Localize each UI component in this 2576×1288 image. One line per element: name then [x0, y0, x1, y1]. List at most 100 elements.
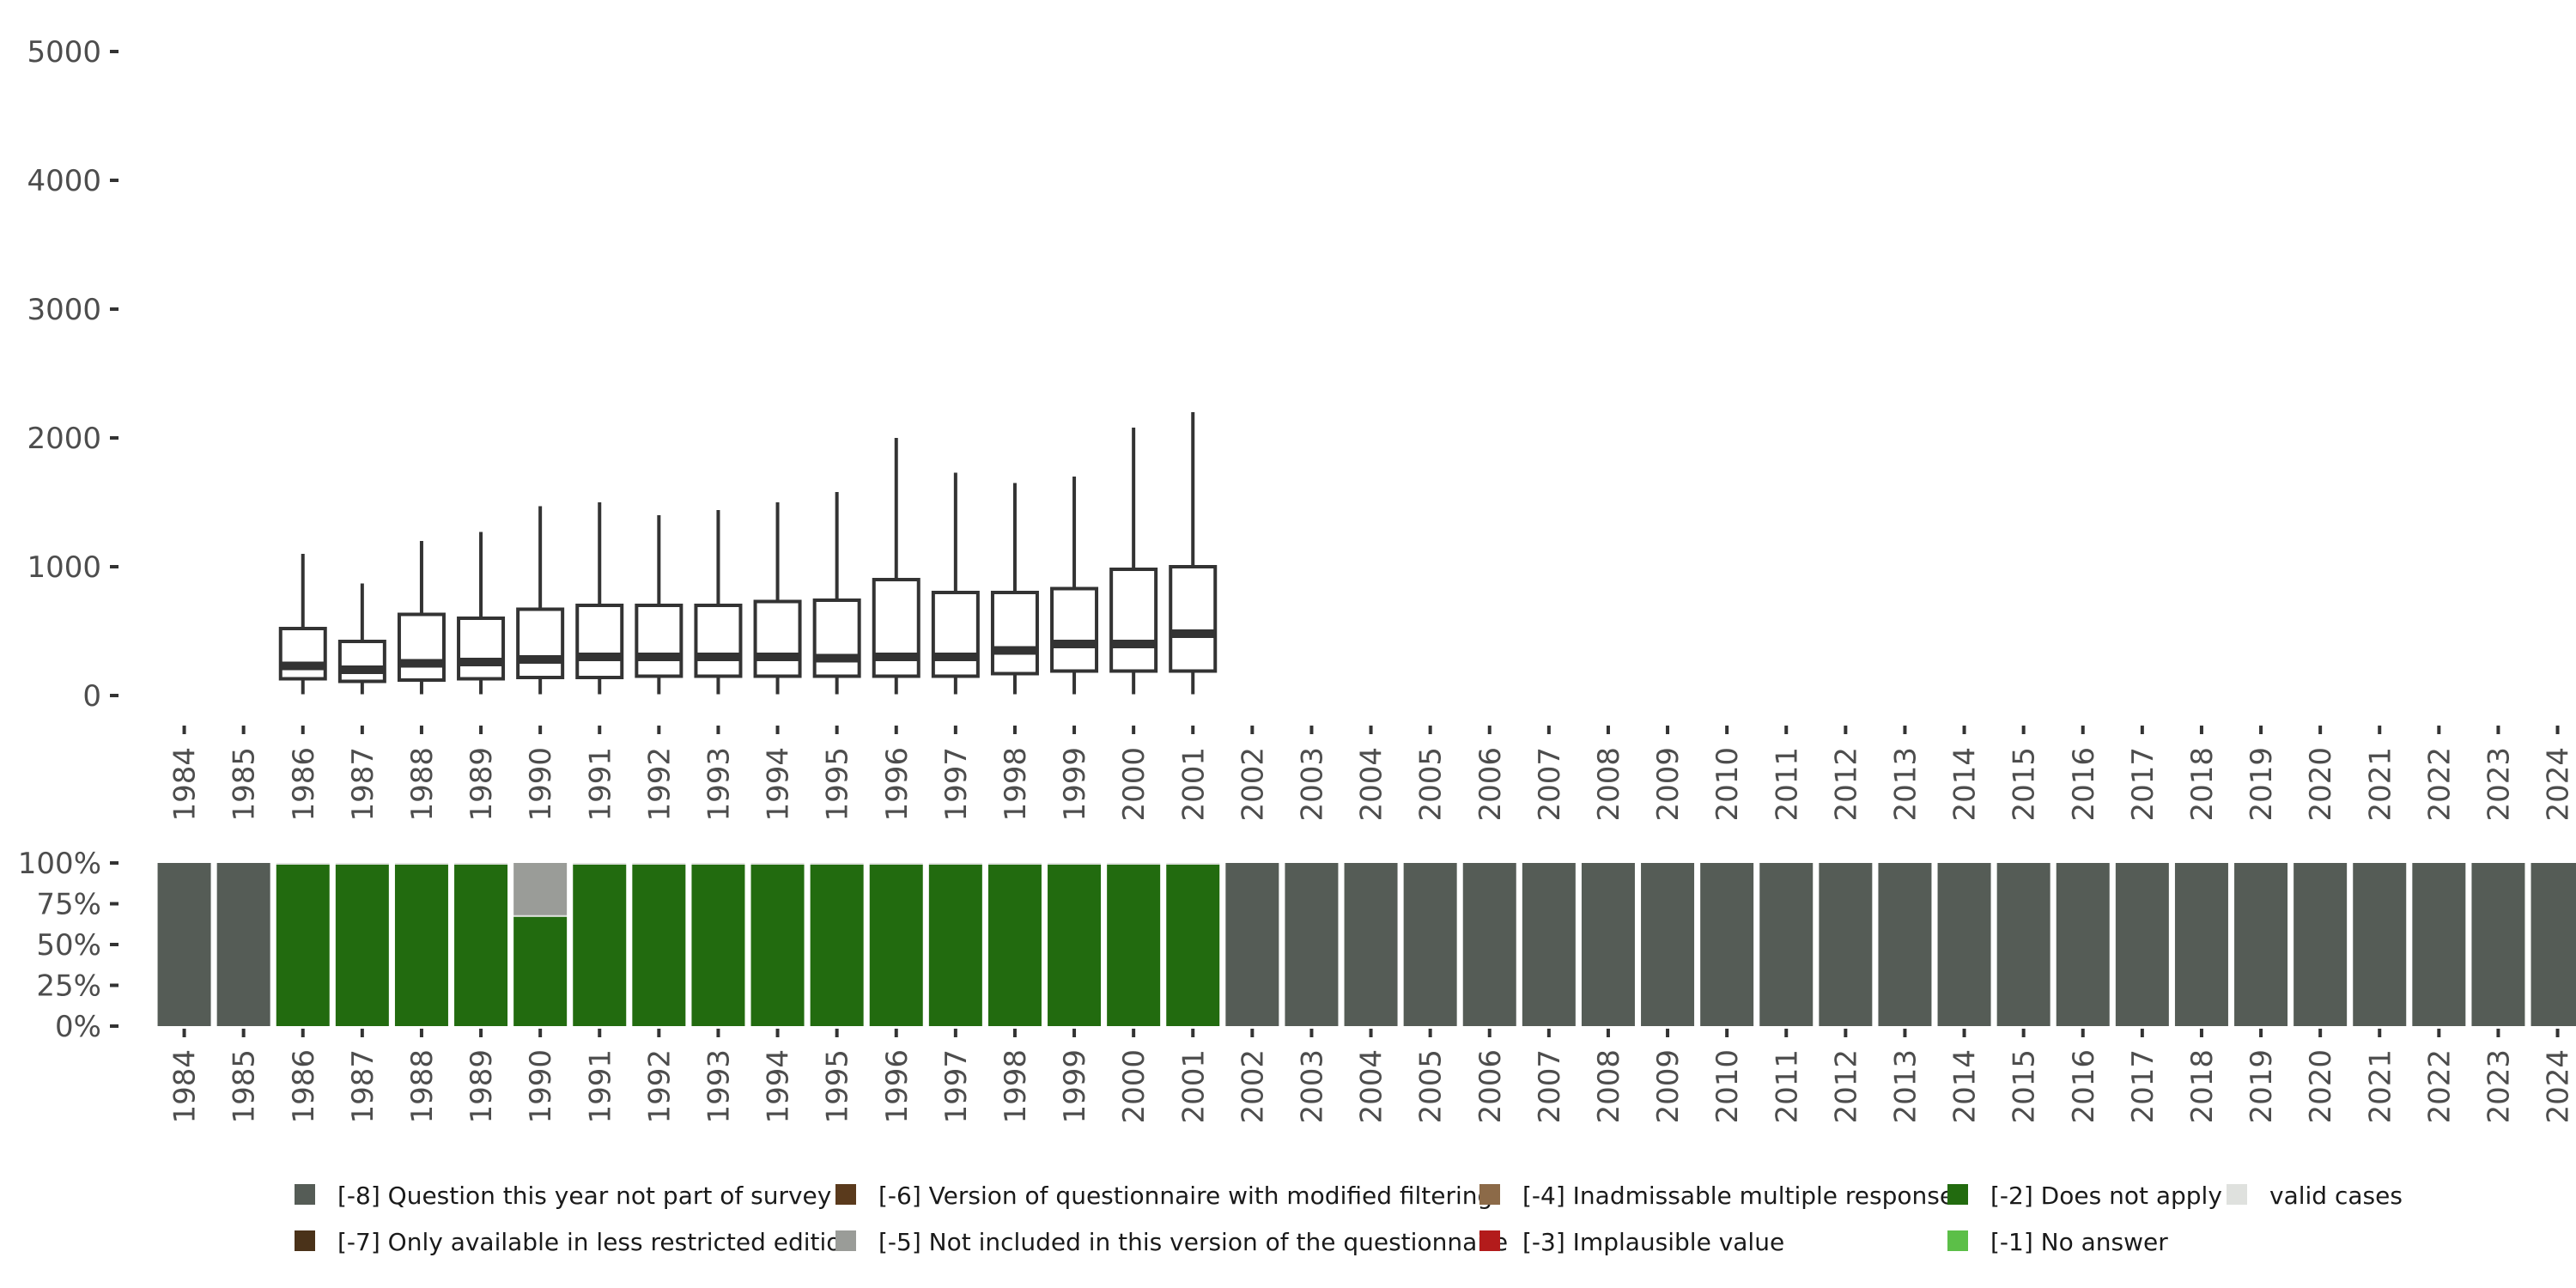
y-tick-label: 75% — [36, 888, 101, 922]
x-tick-label: 1999 — [1058, 1049, 1092, 1124]
x-tick-label: 2024 — [2542, 747, 2576, 822]
bar-2014--8-question-this-year-not-part-of-survey — [1937, 863, 1991, 1026]
bar-2010--8-question-this-year-not-part-of-survey — [1700, 863, 1754, 1026]
x-tick-label: 2023 — [2482, 747, 2516, 822]
x-tick-label: 1988 — [405, 1049, 440, 1124]
legend-label: [-5] Not included in this version of the… — [878, 1228, 1508, 1256]
bar-1987--2-does-not-apply — [335, 864, 389, 1026]
bar-2009--8-question-this-year-not-part-of-survey — [1641, 863, 1695, 1026]
box-body — [635, 604, 683, 678]
x-tick-label: 2010 — [1710, 747, 1745, 822]
x-tick-label: 2005 — [1414, 1049, 1449, 1124]
legend-label: [-1] No answer — [1990, 1228, 2168, 1256]
bar-1988--2-does-not-apply — [394, 864, 448, 1026]
x-tick-label: 2013 — [1888, 747, 1923, 822]
x-tick-label: 1989 — [465, 1049, 499, 1124]
x-tick-label: 2016 — [2067, 1049, 2101, 1124]
bar-2000-valid-cases — [1107, 863, 1161, 865]
x-tick-label: 2008 — [1592, 747, 1626, 822]
x-tick-label: 1985 — [228, 747, 262, 822]
x-tick-label: 1987 — [346, 1049, 380, 1124]
bar-1985--8-question-this-year-not-part-of-survey — [216, 863, 270, 1026]
box-body — [1050, 586, 1099, 673]
x-tick-label: 2012 — [1829, 747, 1863, 822]
y-tick-label: 4000 — [27, 164, 101, 198]
legend-label: valid cases — [2269, 1182, 2403, 1210]
bar-1993-valid-cases — [691, 863, 745, 865]
bar-2004--8-question-this-year-not-part-of-survey — [1344, 863, 1398, 1026]
x-tick-label: 1991 — [583, 1049, 617, 1124]
x-tick-label: 2008 — [1592, 1049, 1626, 1124]
x-tick-label: 1990 — [524, 747, 558, 822]
x-tick-label: 1997 — [939, 747, 974, 822]
x-tick-label: 2015 — [2008, 747, 2042, 822]
x-tick-label: 2009 — [1651, 1049, 1686, 1124]
legend-label: [-6] Version of questionnaire with modif… — [878, 1182, 1492, 1210]
legend-item: [-1] No answer — [1947, 1228, 2168, 1256]
box-1998 — [990, 483, 1039, 695]
bar-2007--8-question-this-year-not-part-of-survey — [1522, 863, 1576, 1026]
boxplot-panel: 0 1000 2000 3000 4000 5000 — [27, 35, 1218, 714]
box-body — [872, 578, 920, 678]
x-tick-label: 2005 — [1414, 747, 1449, 822]
bar-1986-valid-cases — [276, 863, 330, 865]
box-1992 — [635, 515, 683, 695]
legend-swatch — [2227, 1184, 2247, 1205]
x-tick-label: 1986 — [287, 1049, 321, 1124]
x-tick-label: 2012 — [1829, 1049, 1863, 1124]
x-tick-label: 2022 — [2422, 747, 2457, 822]
x-tick-label: 2020 — [2304, 747, 2338, 822]
legend-item: [-5] Not included in this version of the… — [835, 1228, 1508, 1256]
legend-item: [-2] Does not apply — [1947, 1182, 2222, 1210]
x-tick-label: 2004 — [1355, 747, 1389, 822]
x-tick-label: 1992 — [642, 747, 677, 822]
bar-2001--2-does-not-apply — [1166, 864, 1220, 1026]
x-tick-label: 2021 — [2363, 1049, 2397, 1124]
x-tick-label: 2011 — [1770, 1049, 1804, 1124]
x-tick-label: 2020 — [2304, 1049, 2338, 1124]
bar-1988-valid-cases — [394, 863, 448, 865]
x-tick-label: 2022 — [2422, 1049, 2457, 1124]
box-body — [337, 640, 386, 683]
box-2000 — [1109, 428, 1158, 695]
x-tick-label: 1994 — [762, 747, 796, 822]
x-tick-label: 2018 — [2185, 1049, 2220, 1124]
x-tick-label: 1998 — [999, 1049, 1033, 1124]
x-tick-label: 2009 — [1651, 747, 1686, 822]
box-body — [1169, 565, 1218, 673]
box-body — [1109, 568, 1158, 673]
x-tick-label: 1996 — [880, 747, 914, 822]
bar-1990--2-does-not-apply — [513, 916, 568, 1026]
x-tick-label: 2003 — [1295, 1049, 1329, 1124]
box-1997 — [931, 472, 980, 695]
y-tick-label: 1000 — [27, 550, 101, 585]
x-tick-label: 1986 — [287, 747, 321, 822]
box-body — [753, 599, 802, 678]
stacked-bar-x-axis: 1984 1985 1986 1987 1988 1989 1990 1991 1992 1993… — [168, 1029, 2576, 1124]
x-tick-label: 2023 — [2482, 1049, 2516, 1124]
bar-1997--2-does-not-apply — [928, 864, 982, 1026]
box-1988 — [397, 541, 446, 695]
x-tick-label: 2006 — [1473, 1049, 1508, 1124]
x-tick-label: 1996 — [880, 1049, 914, 1124]
y-tick-label: 100% — [18, 847, 101, 881]
x-tick-label: 1984 — [168, 747, 203, 822]
x-tick-label: 2004 — [1355, 1049, 1389, 1124]
x-tick-label: 2007 — [1533, 1049, 1567, 1124]
legend-label: [-3] Implausible value — [1522, 1228, 1784, 1256]
stacked-bar-panel: 0% 25% 50% 75% 100% — [18, 847, 2576, 1044]
x-tick-label: 2024 — [2542, 1049, 2576, 1124]
bar-2022--8-question-this-year-not-part-of-survey — [2412, 863, 2466, 1026]
bar-1986--2-does-not-apply — [276, 864, 330, 1026]
x-tick-label: 2002 — [1236, 747, 1270, 822]
bar-1991-valid-cases — [573, 863, 627, 865]
box-1991 — [575, 502, 624, 695]
x-tick-label: 1991 — [583, 747, 617, 822]
x-tick-label: 1993 — [702, 747, 736, 822]
x-tick-label: 2006 — [1473, 747, 1508, 822]
bar-2006--8-question-this-year-not-part-of-survey — [1462, 863, 1516, 1026]
bar-1996--2-does-not-apply — [869, 864, 923, 1026]
x-tick-label: 1997 — [939, 1049, 974, 1124]
box-body — [812, 598, 861, 678]
